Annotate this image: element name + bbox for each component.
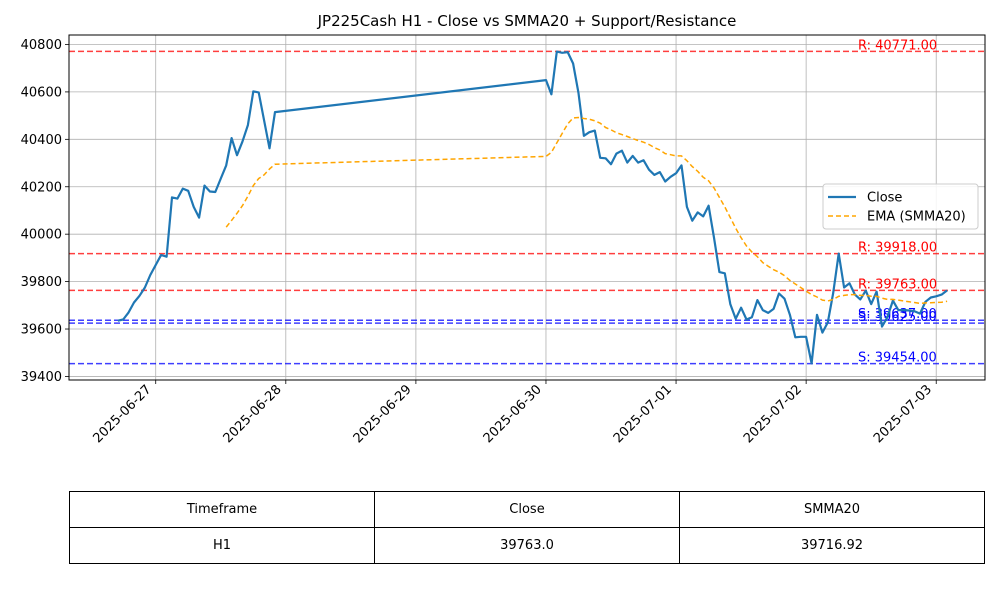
x-tick-label: 2025-06-29 xyxy=(351,382,415,446)
y-tick-label: 39400 xyxy=(21,370,62,385)
plot-frame xyxy=(68,34,986,381)
x-tick-label: 2025-07-02 xyxy=(741,382,805,446)
resistance-label: R: 40771.00 xyxy=(858,38,937,53)
grid xyxy=(69,35,985,380)
legend: Close EMA (SMMA20) xyxy=(822,183,979,230)
table-header-row: Timeframe Close SMMA20 xyxy=(69,491,985,528)
y-tick-label: 40200 xyxy=(21,180,62,195)
resistance-label: R: 39918.00 xyxy=(858,241,937,256)
y-tick-label: 40600 xyxy=(21,85,62,100)
table-cell: 39763.0 xyxy=(374,527,680,564)
y-tick-label: 39800 xyxy=(21,275,62,290)
y-tick-label: 40000 xyxy=(21,228,62,243)
table-cell: H1 xyxy=(69,527,375,564)
chart-canvas: JP225Cash H1 - Close vs SMMA20 + Support… xyxy=(21,12,986,446)
table-row: H1 39763.0 39716.92 xyxy=(69,527,985,564)
table-cell: 39716.92 xyxy=(679,527,985,564)
series-line-ema-smma20 xyxy=(225,116,948,305)
legend-label: Close xyxy=(867,191,902,206)
x-tick-label: 2025-06-27 xyxy=(91,382,155,446)
table-header-cell: Close xyxy=(374,491,680,528)
support-resistance-levels: R: 40771.00 R: 39918.00 R: 39763.00 S: 3963… xyxy=(69,38,985,366)
x-tick-label: 2025-07-03 xyxy=(871,382,935,446)
legend-box xyxy=(822,183,979,230)
series-lines xyxy=(117,50,948,365)
support-label: S: 39637.00 xyxy=(858,307,937,322)
support-label: S: 39454.00 xyxy=(858,351,937,366)
y-tick-label: 40800 xyxy=(21,38,62,53)
table-header-cell: Timeframe xyxy=(69,491,375,528)
table-header-cell: SMMA20 xyxy=(679,491,985,528)
x-tick-label: 2025-06-28 xyxy=(221,382,285,446)
x-tick-label: 2025-06-30 xyxy=(481,382,545,446)
axes: 2025-06-27 2025-06-28 2025-06-29 2025-06-30… xyxy=(21,34,986,446)
series-line-close xyxy=(117,50,948,365)
x-tick-label: 2025-07-01 xyxy=(611,382,675,446)
legend-label: EMA (SMMA20) xyxy=(867,210,966,225)
y-tick-label: 39600 xyxy=(21,323,62,338)
support-label: S: 39625.00 xyxy=(858,310,937,325)
summary-table: Timeframe Close SMMA20 H1 39763.0 39716.… xyxy=(69,491,985,564)
y-tick-label: 40400 xyxy=(21,133,62,148)
resistance-label: R: 39763.00 xyxy=(858,277,937,292)
chart-title: JP225Cash H1 - Close vs SMMA20 + Support… xyxy=(317,12,737,30)
